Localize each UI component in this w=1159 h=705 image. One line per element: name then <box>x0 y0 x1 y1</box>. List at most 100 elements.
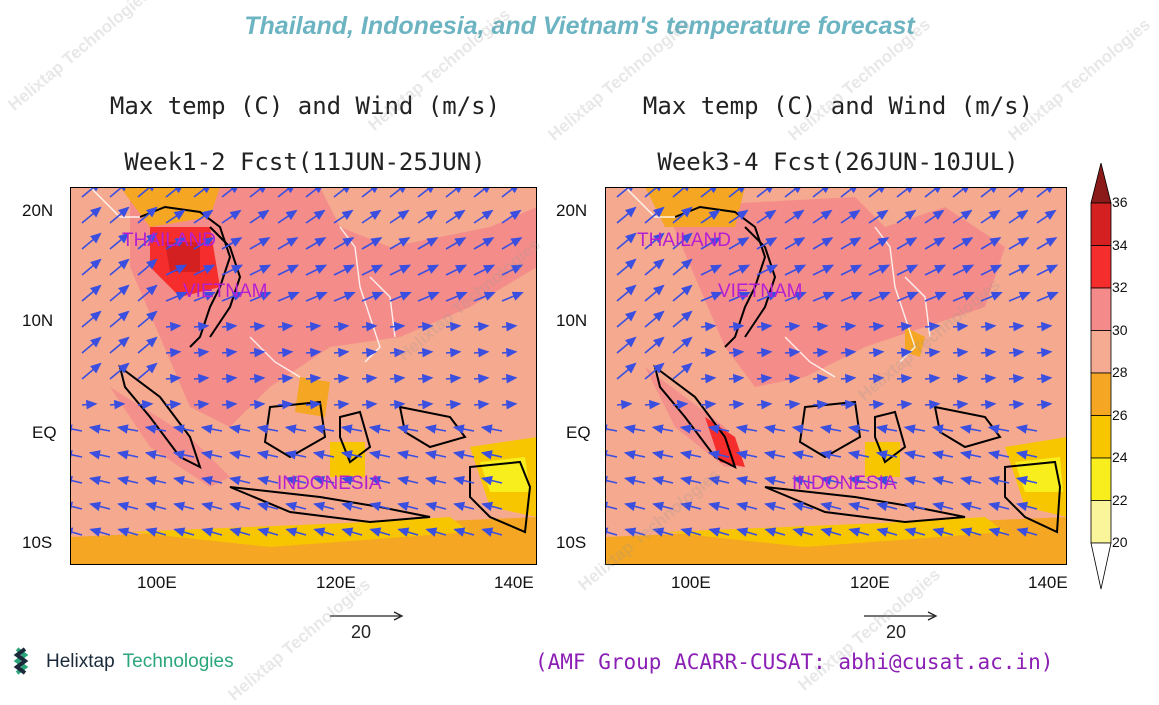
wind-vector <box>896 209 917 224</box>
wind-vector <box>417 264 440 276</box>
wind-vector <box>812 264 835 276</box>
wind-vector <box>1036 264 1059 276</box>
wind-vector <box>784 237 806 250</box>
wind-vector <box>228 475 251 486</box>
wind-vector <box>680 527 702 537</box>
wind-vector <box>980 321 997 332</box>
wind-vector <box>959 475 982 486</box>
wind-vector <box>249 291 272 302</box>
wind-vector <box>868 209 889 224</box>
wind-vector <box>896 291 919 302</box>
wind-vector <box>1036 291 1059 302</box>
wind-vector <box>396 475 419 486</box>
wind-vector <box>473 291 496 302</box>
wind-vector <box>445 321 462 332</box>
label-indonesia: INDONESIA <box>277 473 382 494</box>
wind-vector <box>81 206 102 224</box>
colorbar <box>1090 163 1112 590</box>
wind-vector <box>396 450 419 460</box>
wind-vector <box>81 284 102 302</box>
wind-vector <box>389 209 410 224</box>
wind-vector <box>896 399 913 410</box>
wind-vector <box>389 399 406 410</box>
wind-vector <box>221 399 238 410</box>
wind-vector <box>840 291 863 302</box>
wind-vector <box>672 206 693 224</box>
wind-vector <box>480 424 503 434</box>
wind-vector <box>165 264 188 276</box>
wind-vector <box>312 450 335 460</box>
wind-vector <box>840 399 857 410</box>
wind-vector <box>480 475 503 486</box>
wind-vector <box>201 527 223 537</box>
wind-vector <box>980 347 997 358</box>
wind-vector <box>876 527 898 537</box>
label-vietnam: VIETNAM <box>183 281 268 302</box>
wind-vector <box>812 321 829 332</box>
wind-vector <box>361 209 382 224</box>
colorbar-label: 20 <box>1112 534 1128 550</box>
wind-vector <box>672 310 693 328</box>
wind-vector <box>109 284 130 302</box>
wind-vector <box>480 450 503 460</box>
wind-vector <box>445 399 462 410</box>
wind-vector <box>952 291 975 302</box>
colorbar-cell <box>1090 457 1112 501</box>
wind-vector <box>144 450 167 460</box>
wind-vector <box>792 527 814 537</box>
wind-vector <box>903 450 926 460</box>
wind-vector <box>333 237 355 250</box>
colorbar-cell <box>1090 202 1112 246</box>
wind-vector <box>644 336 665 354</box>
wind-vector <box>707 424 730 434</box>
wind-vector <box>764 527 786 537</box>
wind-vector <box>417 373 434 384</box>
wind-vector <box>651 424 674 434</box>
colorbar-label: 30 <box>1112 321 1128 338</box>
wind-vector <box>81 232 102 250</box>
wind-vector <box>1008 291 1031 302</box>
wind-vector <box>868 347 885 358</box>
wind-vector <box>249 373 266 384</box>
wind-vector <box>959 424 982 434</box>
wind-vector <box>896 321 913 332</box>
wind-vector <box>481 501 503 512</box>
wind-vector <box>672 284 693 302</box>
wind-vector <box>193 321 210 332</box>
wind-vector <box>228 450 251 460</box>
wind-vector <box>700 264 723 276</box>
wind-vector <box>1008 399 1025 410</box>
wind-vector <box>277 373 294 384</box>
wind-vector <box>501 209 522 224</box>
wind-vector <box>784 373 801 384</box>
wind-vector <box>924 399 941 410</box>
brand-logo: Helixtap Technologies <box>12 647 234 677</box>
wind-vector <box>980 399 997 410</box>
wind-vector <box>672 336 693 354</box>
wind-vector <box>812 209 833 224</box>
brand-name-a: Helixtap <box>46 651 115 672</box>
wind-vector <box>792 501 814 512</box>
wind-vector <box>820 527 842 537</box>
wind-vector <box>200 450 223 460</box>
wind-vector <box>221 321 238 332</box>
wind-vector <box>501 399 518 410</box>
wind-vector <box>425 501 447 512</box>
wind-vector <box>735 424 758 434</box>
wind-vector <box>305 373 322 384</box>
wind-vector <box>193 291 216 302</box>
wind-vector <box>221 373 238 384</box>
wind-vector <box>784 264 807 276</box>
wind-vector <box>784 209 805 224</box>
wind-vector <box>736 527 758 537</box>
wind-vector <box>284 475 307 486</box>
wind-vector <box>173 527 195 537</box>
wind-vector <box>791 475 814 486</box>
wind-vector <box>361 321 378 332</box>
wind-vector <box>932 527 954 537</box>
wind-vector <box>847 475 870 486</box>
wind-vector <box>616 232 637 250</box>
wind-vector <box>285 527 307 537</box>
wind-vector <box>452 475 475 486</box>
wind-vector <box>333 347 350 358</box>
